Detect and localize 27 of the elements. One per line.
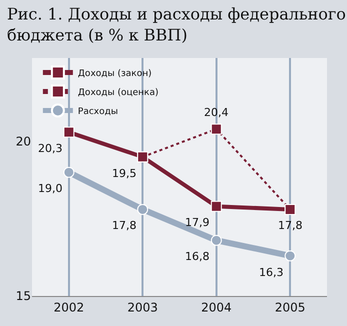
data-label: 17,9 bbox=[185, 216, 210, 229]
x-tick-label: 2003 bbox=[127, 300, 158, 314]
x-tick-label: 2005 bbox=[274, 300, 306, 314]
legend-label: Доходы (закон) bbox=[78, 69, 152, 80]
x-tick-label: 2004 bbox=[201, 300, 232, 314]
point bbox=[210, 124, 222, 135]
point bbox=[137, 204, 148, 215]
point bbox=[137, 151, 148, 162]
point bbox=[63, 126, 74, 138]
data-label: 16,8 bbox=[185, 250, 210, 263]
chart-title: Рис. 1. Доходы и расходы федерального бюджета (в % к ВВП) bbox=[6, 4, 346, 44]
point bbox=[210, 234, 222, 246]
data-label: 17,8 bbox=[278, 219, 302, 232]
x-tick-label: 2002 bbox=[54, 300, 84, 314]
legend-label: Доходы (оценка) bbox=[78, 88, 158, 98]
data-label: 16,3 bbox=[259, 266, 284, 279]
point bbox=[63, 166, 74, 178]
point bbox=[210, 200, 222, 212]
y-tick-label: 15 bbox=[16, 289, 31, 304]
data-label: 20,3 bbox=[38, 142, 62, 155]
data-label: 19,0 bbox=[38, 182, 62, 195]
data-label: 19,5 bbox=[112, 167, 136, 180]
point bbox=[284, 250, 296, 262]
legend-label: Расходы bbox=[78, 107, 118, 118]
data-label: 20,4 bbox=[204, 106, 228, 119]
y-tick-label: 20 bbox=[16, 134, 31, 149]
data-label: 17,8 bbox=[112, 219, 136, 232]
